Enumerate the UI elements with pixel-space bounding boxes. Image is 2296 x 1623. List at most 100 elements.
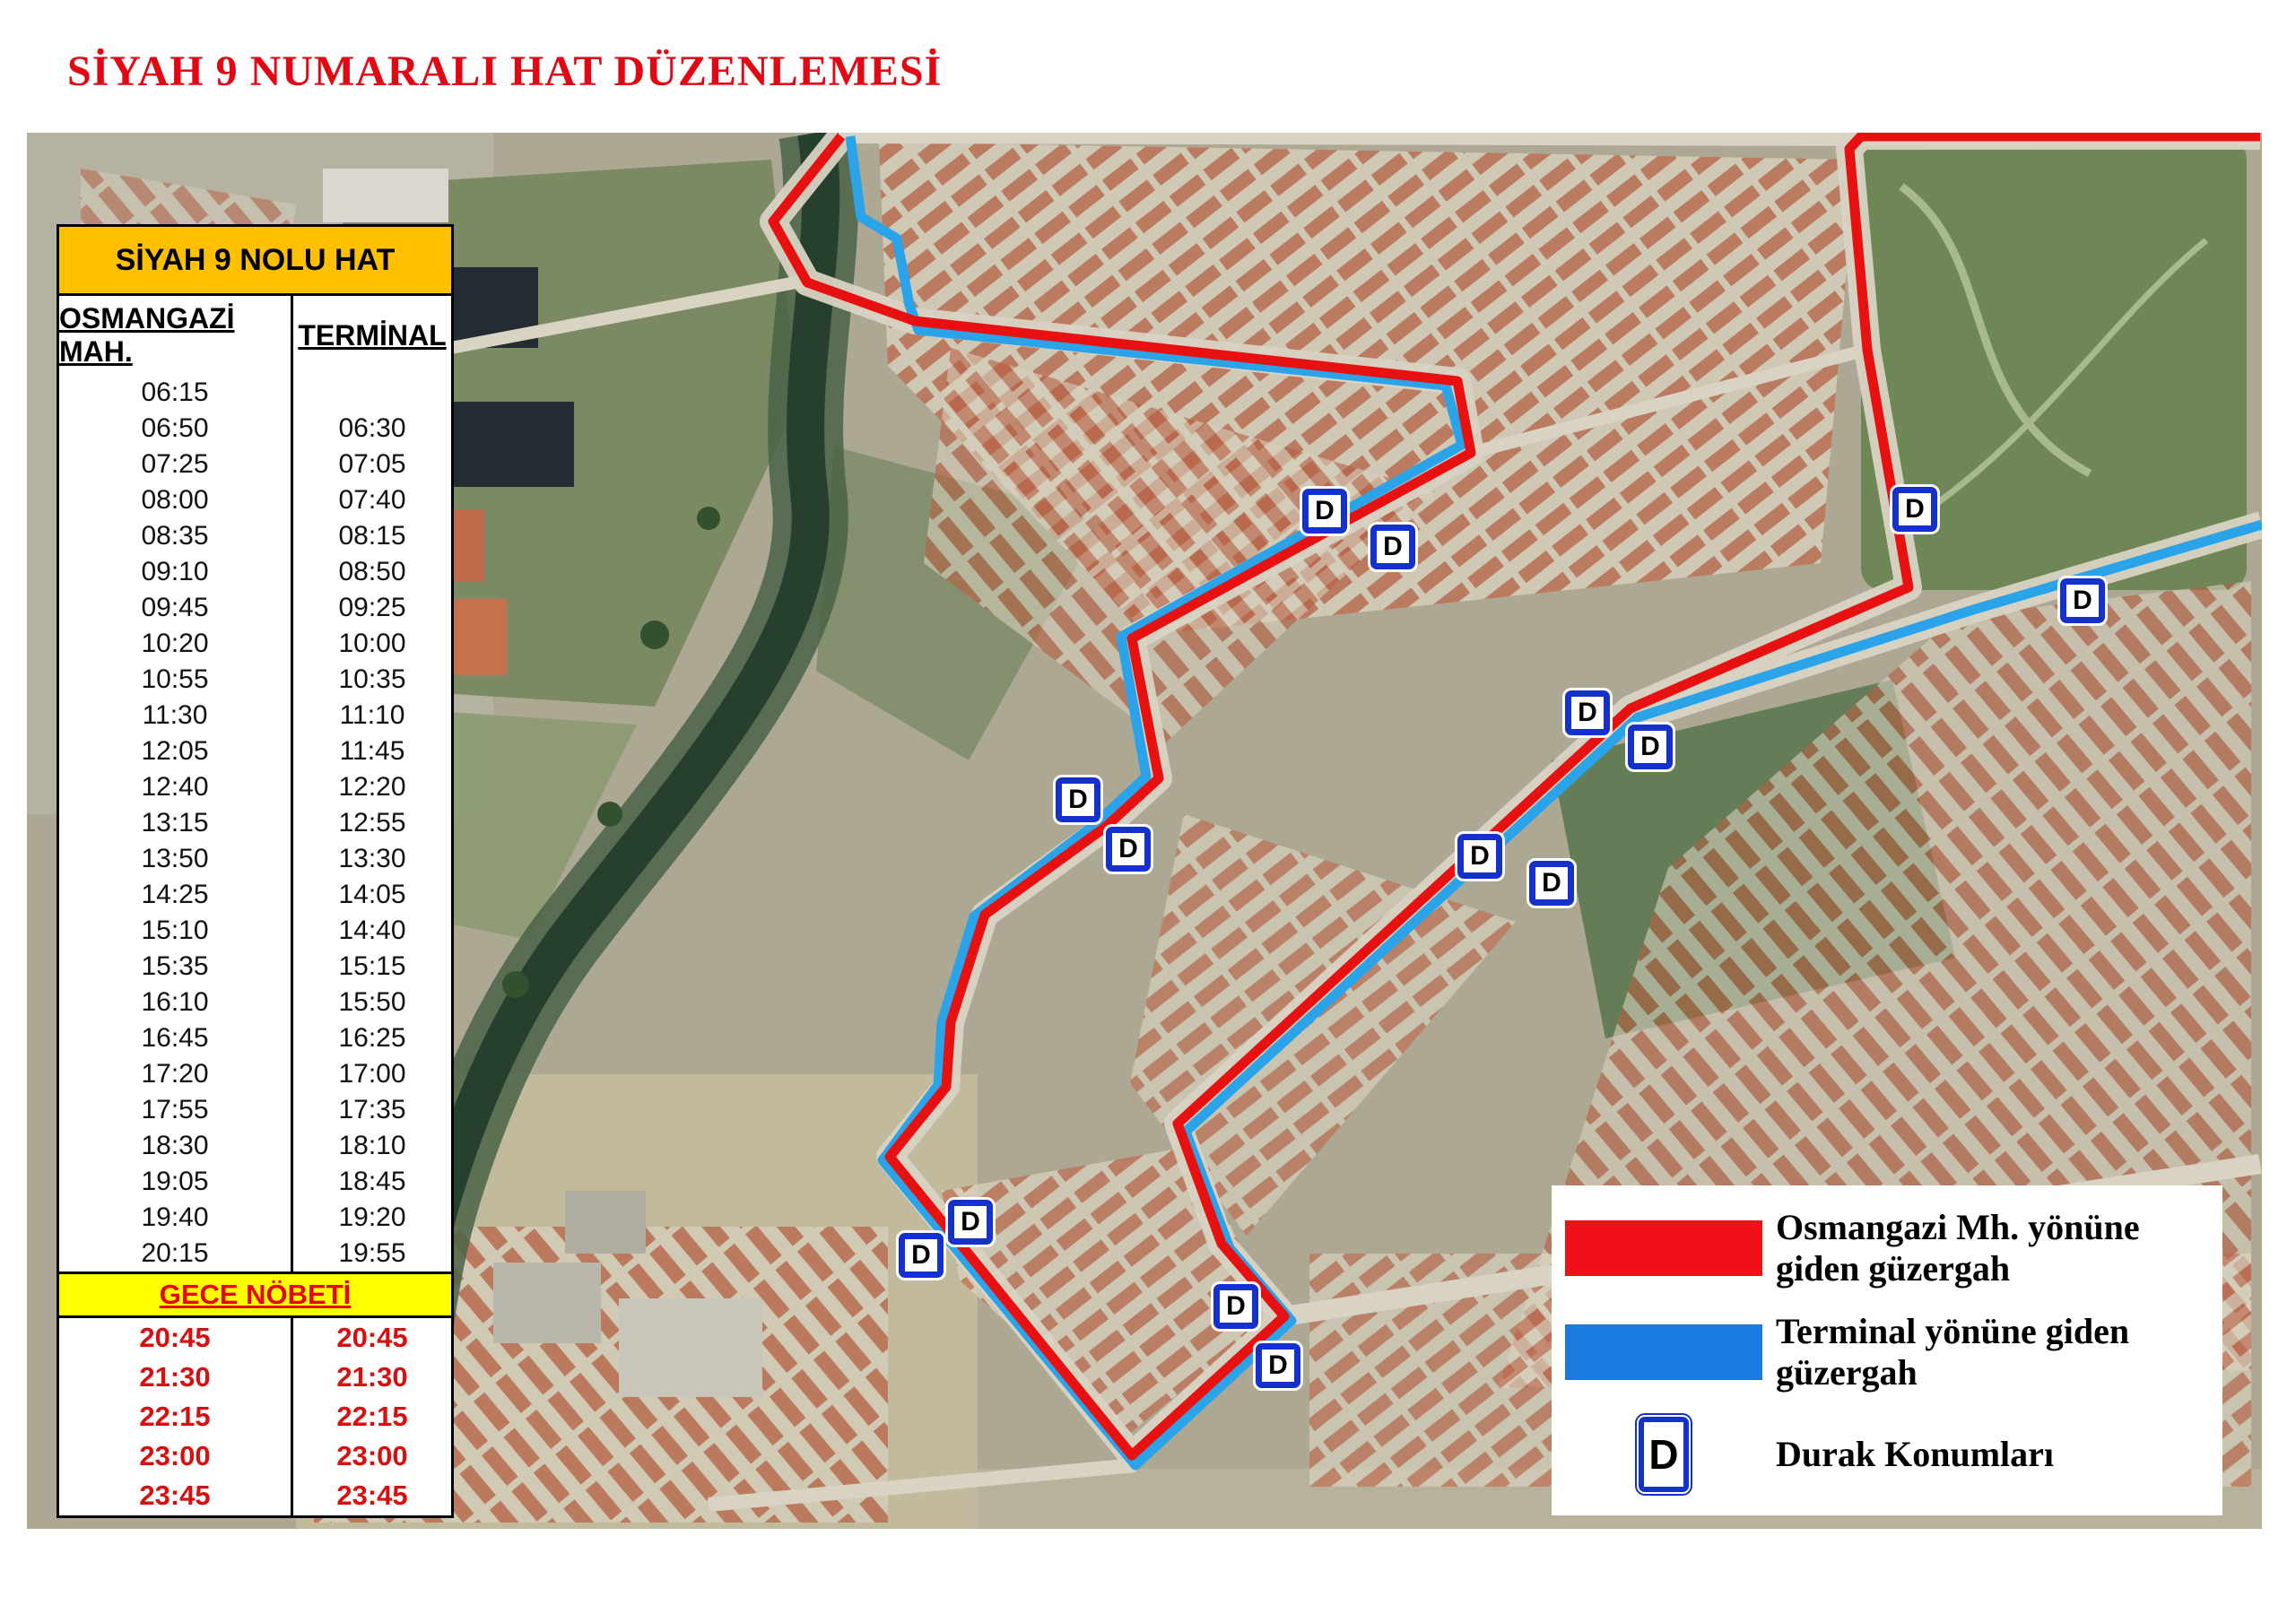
departure-time-terminal: 15:50: [291, 985, 451, 1020]
timetable-row: 17:20 17:00: [59, 1056, 451, 1092]
night-timetable-row: 21:30 21:30: [59, 1358, 451, 1397]
departure-time-terminal: 16:25: [291, 1020, 451, 1056]
departure-time-osmangazi: 18:30: [141, 1131, 209, 1160]
timetable-row: 12:05 11:45: [59, 733, 451, 769]
departure-time-osmangazi: 09:45: [141, 593, 209, 622]
bus-stop-marker[interactable]: D: [2057, 576, 2108, 626]
bus-stop-marker[interactable]: D: [1890, 484, 1940, 534]
red-route-swatch: [1565, 1220, 1762, 1276]
night-departure-terminal: 20:45: [291, 1318, 451, 1358]
departure-time-terminal: 08:15: [291, 518, 451, 554]
legend-item-terminal-route: Terminal yönüne giden güzergah: [1552, 1311, 2222, 1393]
bus-stop-marker[interactable]: D: [1300, 486, 1350, 536]
departure-time-terminal: 06:30: [291, 411, 451, 447]
timetable-row: 11:30 11:10: [59, 698, 451, 733]
departure-time-osmangazi: 11:30: [142, 700, 208, 730]
bus-stop-marker[interactable]: D: [1526, 858, 1577, 908]
bus-stop-marker[interactable]: D: [1455, 831, 1505, 881]
night-departure-osmangazi: 23:00: [139, 1440, 211, 1471]
bus-stop-marker[interactable]: D: [1625, 722, 1675, 772]
departure-time-terminal: 12:55: [291, 805, 451, 841]
departure-time-terminal: 07:40: [291, 482, 451, 518]
legend-label: Terminal yönüne giden güzergah: [1776, 1311, 2130, 1393]
legend-item-stops: D Durak Konumları: [1552, 1413, 2222, 1496]
departure-time-terminal: 12:20: [291, 769, 451, 805]
departure-time-terminal: 07:05: [291, 447, 451, 482]
timetable-row: 13:50 13:30: [59, 841, 451, 877]
timetable-row: 17:55 17:35: [59, 1092, 451, 1128]
timetable-title: SİYAH 9 NOLU HAT: [59, 227, 451, 296]
page-title: SİYAH 9 NUMARALI HAT DÜZENLEMESİ: [67, 48, 943, 95]
departure-time-terminal: 18:10: [291, 1128, 451, 1164]
departure-time-osmangazi: 15:35: [141, 951, 209, 981]
bus-stop-marker[interactable]: D: [1562, 688, 1613, 738]
legend-item-osmangazi-route: Osmangazi Mh. yönüne giden güzergah: [1552, 1207, 2222, 1289]
timetable-row: 16:45 16:25: [59, 1020, 451, 1056]
departure-time-terminal: 14:05: [291, 877, 451, 913]
night-departure-osmangazi: 23:45: [139, 1480, 211, 1511]
departure-time-terminal: [291, 375, 451, 411]
bus-stop-marker[interactable]: D: [1053, 775, 1103, 825]
departure-time-terminal: 11:10: [291, 698, 451, 733]
bus-stop-marker[interactable]: D: [1103, 824, 1153, 874]
departure-time-terminal: 15:15: [291, 949, 451, 985]
bus-stop-sign-icon: D: [1635, 1413, 1692, 1496]
timetable-row: 06:50 06:30: [59, 411, 451, 447]
map-legend: Osmangazi Mh. yönüne giden güzergah Term…: [1552, 1185, 2222, 1515]
timetable-row: 15:35 15:15: [59, 949, 451, 985]
departure-time-osmangazi: 16:10: [141, 987, 209, 1017]
blue-route-swatch: [1565, 1324, 1762, 1380]
night-departure-terminal: 23:45: [291, 1476, 451, 1515]
departure-time-osmangazi: 09:10: [141, 557, 209, 586]
bus-stop-marker[interactable]: D: [1253, 1341, 1303, 1391]
timetable-row: 14:25 14:05: [59, 877, 451, 913]
departure-time-terminal: 14:40: [291, 913, 451, 949]
timetable-row: 10:20 10:00: [59, 626, 451, 662]
departure-time-terminal: 11:45: [291, 733, 451, 769]
timetable-row: 09:45 09:25: [59, 590, 451, 626]
timetable-row: 13:15 12:55: [59, 805, 451, 841]
route-blue-line: [845, 135, 2262, 1471]
departure-time-terminal: 19:55: [291, 1236, 451, 1271]
departure-time-osmangazi: 19:40: [141, 1202, 209, 1232]
departure-time-terminal: 13:30: [291, 841, 451, 877]
timetable-row: 18:30 18:10: [59, 1128, 451, 1164]
night-departure-terminal: 21:30: [291, 1358, 451, 1397]
night-shift-header: GECE NÖBETİ: [59, 1271, 451, 1318]
departure-time-terminal: 17:00: [291, 1056, 451, 1092]
bus-stop-marker[interactable]: D: [1211, 1281, 1261, 1332]
bus-stop-marker[interactable]: D: [1368, 522, 1418, 572]
departure-time-osmangazi: 17:20: [141, 1059, 209, 1089]
departure-time-terminal: 08:50: [291, 554, 451, 590]
night-departure-terminal: 22:15: [291, 1397, 451, 1436]
timetable-row: 19:05 18:45: [59, 1164, 451, 1200]
night-timetable-row: 20:45 20:45: [59, 1318, 451, 1358]
departure-time-terminal: 10:00: [291, 626, 451, 662]
departure-time-osmangazi: 13:50: [141, 844, 209, 873]
night-timetable-row: 23:00 23:00: [59, 1436, 451, 1476]
legend-label: Durak Konumları: [1776, 1434, 2055, 1474]
departure-time-osmangazi: 10:20: [141, 629, 209, 658]
departure-time-terminal: 18:45: [291, 1164, 451, 1200]
bus-stop-marker[interactable]: D: [945, 1197, 996, 1247]
departure-time-osmangazi: 07:25: [141, 449, 209, 479]
timetable-row: 19:40 19:20: [59, 1200, 451, 1236]
column-header-osmangazi: OSMANGAZİ MAH.: [59, 302, 235, 368]
timetable-row: 20:15 19:55: [59, 1236, 451, 1271]
departure-time-osmangazi: 13:15: [141, 808, 209, 838]
timetable-column-headers: OSMANGAZİ MAH. TERMİNAL: [59, 296, 451, 375]
departure-time-osmangazi: 06:50: [141, 413, 209, 443]
departure-time-osmangazi: 20:15: [141, 1238, 209, 1268]
departure-time-osmangazi: 19:05: [141, 1167, 209, 1196]
night-departure-osmangazi: 20:45: [139, 1322, 211, 1353]
departure-time-terminal: 19:20: [291, 1200, 451, 1236]
departure-time-osmangazi: 10:55: [141, 664, 209, 694]
legend-label: Osmangazi Mh. yönüne giden güzergah: [1776, 1207, 2140, 1289]
night-timetable-row: 22:15 22:15: [59, 1397, 451, 1436]
bus-stop-marker[interactable]: D: [896, 1230, 946, 1280]
departure-time-osmangazi: 16:45: [141, 1023, 209, 1053]
timetable-row: 08:00 07:40: [59, 482, 451, 518]
departure-time-osmangazi: 15:10: [141, 916, 209, 945]
departure-time-osmangazi: 08:00: [141, 485, 209, 515]
